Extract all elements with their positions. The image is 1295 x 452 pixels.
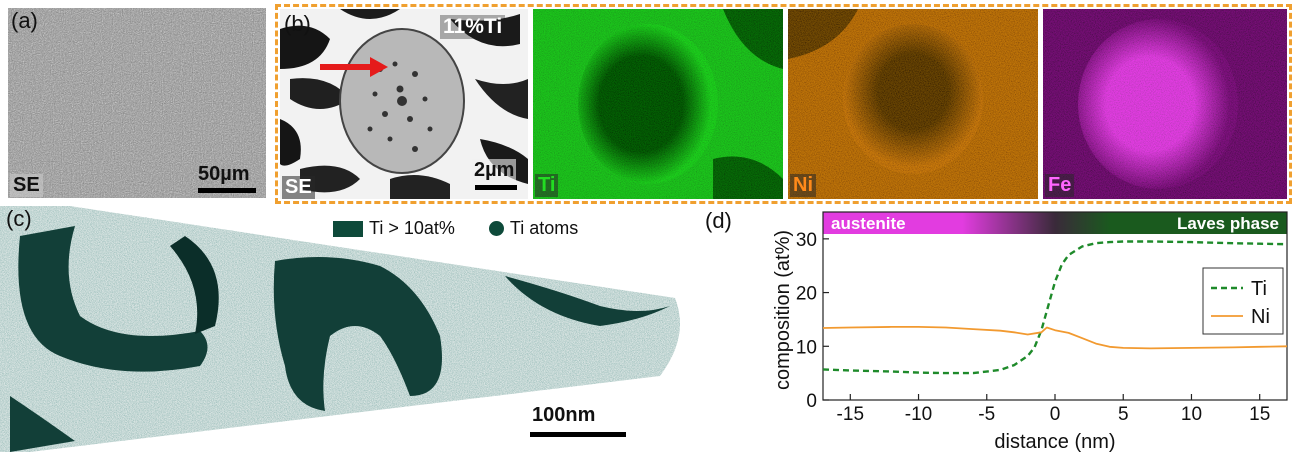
x-tick-label-3: 0 (1050, 404, 1061, 425)
panel-a-sem-image: (a) SE 50µm (8, 8, 266, 198)
legend-label-ti: Ti (1251, 278, 1267, 300)
y-tick-label-3: 30 (796, 230, 817, 251)
y-axis-label: composition (at%) (772, 230, 794, 390)
x-tick-label-2: -5 (978, 404, 995, 425)
ni-eds-map: Ni (788, 9, 1038, 199)
y-tick-label-0: 0 (806, 391, 817, 412)
legend-ti-surface-text: Ti > 10at% (369, 218, 455, 238)
panel-b-se-tag: SE (282, 176, 315, 199)
phase-bar-laves: Laves phase (1177, 214, 1279, 233)
panel-c-scale-text: 100nm (532, 404, 596, 426)
x-tick-label-5: 10 (1181, 404, 1202, 425)
panel-b-composition: 11%Ti (440, 15, 506, 39)
legend-label-ni: Ni (1251, 306, 1270, 328)
panel-d-chart: (d) austenite Laves phase -15 -10 -5 0 5 10 15 0 1… (705, 206, 1295, 452)
phase-bar (823, 212, 1287, 234)
x-tick-label-6: 15 (1249, 404, 1270, 425)
panel-c-label: (c) (6, 206, 32, 231)
panel-b-label: (b) (284, 11, 311, 36)
panel-d-label: (d) (705, 208, 732, 233)
legend-rect-marker (333, 220, 363, 237)
panel-b-sem-image: (b) 11%Ti SE 2µm (280, 9, 528, 199)
series-line-ti (822, 240, 1288, 375)
x-tick-label-4: 5 (1118, 404, 1129, 425)
x-tick-label-1: -10 (905, 404, 932, 425)
panel-a-se-tag: SE (10, 174, 43, 197)
fe-map-tag: Fe (1045, 174, 1075, 197)
sem-texture (8, 8, 266, 198)
y-tick-label-2: 20 (796, 284, 817, 305)
series-line-ni (822, 326, 1288, 350)
ti-map-tag: Ti (535, 174, 559, 197)
composition-profile-chart: austenite Laves phase -15 -10 -5 0 5 10 15 0 10 20 3… (772, 211, 1288, 452)
x-tick-label-0: -15 (837, 404, 864, 425)
chart-legend-box (1202, 267, 1284, 335)
fe-eds-map: Fe (1043, 9, 1287, 199)
legend-ti-atoms-text: Ti atoms (509, 218, 579, 238)
legend-circle-marker (488, 221, 504, 236)
y-tick-label-1: 10 (796, 337, 817, 358)
phase-bar-austenite: austenite (831, 214, 906, 233)
panel-b-scale-text: 2µm (472, 159, 517, 182)
panel-c-scale-bar (530, 432, 626, 437)
panel-a-scale-text: 50µm (198, 163, 250, 185)
panel-a-scale-bar (198, 188, 256, 193)
panel-a-label: (a) (11, 8, 38, 33)
ni-map-tag: Ni (790, 174, 816, 197)
panel-c-legend: Ti > 10at% Ti atoms (333, 218, 578, 239)
x-axis-label: distance (nm) (994, 431, 1115, 452)
panel-b-scale-bar (475, 185, 517, 190)
ti-eds-map: Ti (533, 9, 783, 199)
panel-c-apt-reconstruction: (c) Ti > 10at% Ti atoms 100nm (0, 206, 700, 452)
